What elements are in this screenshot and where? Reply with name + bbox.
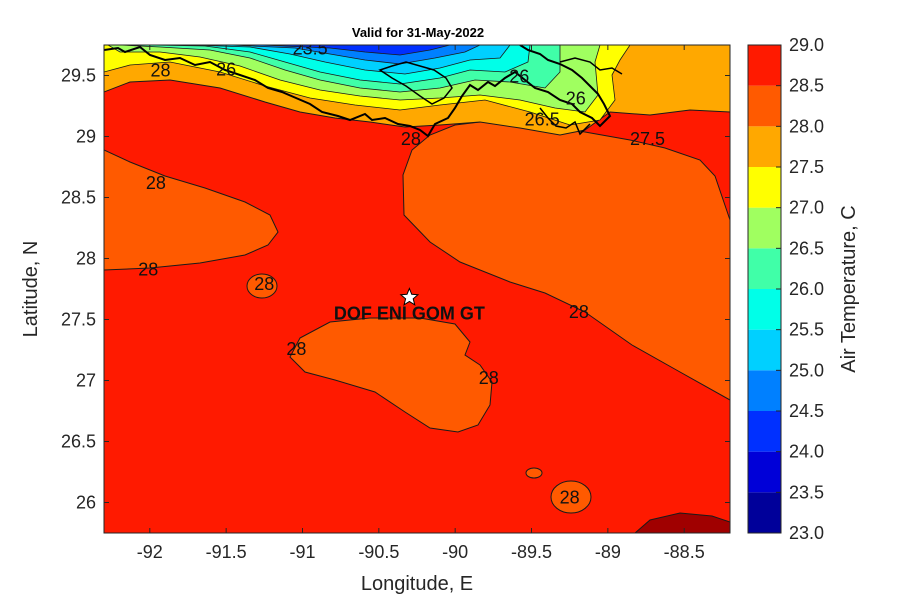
contour-label: 28: [146, 173, 166, 193]
contour-label: 28: [254, 274, 274, 294]
colorbar-tick-label: 23.0: [789, 523, 824, 543]
contour-label: 28: [569, 302, 589, 322]
y-tick-label: 28: [76, 249, 96, 269]
temperature-field: 28 28 28 28 28 28 28 28 28 27.5 26.5 26 26 23.5 26 DOF…: [104, 39, 730, 533]
coastline-bay: [378, 61, 453, 105]
contour-label: 23.5: [293, 39, 328, 59]
x-tick-label: -90.5: [358, 542, 399, 562]
y-axis: 26 26.5 27 27.5 28 28.5 29 29.5: [61, 66, 730, 513]
x-tick-label: -90: [442, 542, 468, 562]
colorbar-swatch: [748, 126, 781, 167]
colorbar-swatch: [748, 289, 781, 330]
colorbar-tick-label: 26.5: [789, 238, 824, 258]
x-axis: -92 -91.5 -91 -90.5 -90 -89.5 -89 -88.5: [137, 45, 705, 562]
y-tick-label: 28.5: [61, 188, 96, 208]
coastline-delta: [539, 107, 591, 136]
x-axis-label: Longitude, E: [361, 573, 473, 595]
field-27.5-28-northeast: [402, 119, 730, 401]
colorbar-swatch: [748, 85, 781, 127]
y-tick-label: 27: [76, 371, 96, 391]
colorbar: 23.0 23.5 24.0 24.5 25.0 25.5 26.0 26.5 27.0 27.5…: [747, 35, 824, 543]
y-tick-label: 26: [76, 493, 96, 513]
colorbar-swatch: [748, 411, 781, 452]
colorbar-tick-label: 28.0: [789, 116, 824, 136]
colorbar-swatch: [748, 451, 781, 493]
y-tick-label: 29: [76, 127, 96, 147]
contour-label: 28: [560, 488, 580, 508]
colorbar-tick-label: 27.0: [789, 198, 824, 218]
colorbar-tick-label: 27.5: [789, 157, 824, 177]
colorbar-swatch: [748, 207, 781, 249]
colorbar-tick-label: 23.5: [789, 482, 824, 502]
colorbar-tick-label: 28.5: [789, 76, 824, 96]
x-tick-label: -88.5: [664, 542, 705, 562]
colorbar-label: Air Temperature, C: [838, 205, 860, 372]
contour-label: 28: [150, 61, 170, 81]
x-tick-label: -89.5: [511, 542, 552, 562]
contour-label: 28: [138, 259, 158, 279]
contour-label: 28: [479, 368, 499, 388]
band-24: [259, 45, 451, 56]
contour-labels: 28 28 28 28 28 28 28 28 28 27.5 26.5 26 26 23.5 26: [138, 39, 665, 508]
x-tick-label: -91.5: [206, 542, 247, 562]
field-27.5-28-central: [289, 317, 493, 433]
x-tick-label: -89: [595, 542, 621, 562]
field-28.5-29-corner: [634, 512, 730, 533]
station-star-icon: [399, 287, 420, 306]
colorbar-swatch: [748, 167, 781, 208]
field-southeast-blob: [550, 480, 592, 514]
x-tick-label: -91: [289, 542, 315, 562]
contour-label: 26: [216, 59, 236, 79]
coastline-east: [559, 57, 623, 75]
plot-frame: [103, 44, 731, 534]
station-label: DOF ENI GOM GT: [334, 304, 485, 324]
y-tick-label: 26.5: [61, 432, 96, 452]
contour-label: 28: [401, 129, 421, 149]
map-title: Valid for 31-May-2022: [352, 25, 484, 40]
colorbar-tick-label: 24.0: [789, 442, 824, 462]
colorbar-swatch: [748, 370, 781, 411]
contour-label: 28: [286, 339, 306, 359]
x-tick-label: -92: [137, 542, 163, 562]
colorbar-tick-label: 26.0: [789, 279, 824, 299]
field-small-island: [246, 273, 278, 299]
colorbar-tick-label: 25.0: [789, 360, 824, 380]
field-27.5-28-west: [104, 149, 279, 271]
colorbar-tick-label: 25.5: [789, 320, 824, 340]
field-southeast-speck: [525, 467, 543, 479]
colorbar-swatch: [748, 492, 781, 533]
contour-label: 26: [566, 89, 586, 109]
colorbar-swatch: [748, 329, 781, 371]
contour-label: 27.5: [630, 129, 665, 149]
colorbar-swatch: [748, 248, 781, 289]
colorbar-swatch: [748, 45, 781, 86]
y-tick-label: 29.5: [61, 66, 96, 86]
y-tick-label: 27.5: [61, 310, 96, 330]
coastline: [104, 45, 612, 138]
colorbar-tick-label: 29.0: [789, 35, 824, 55]
y-axis-label: Latitude, N: [20, 241, 42, 338]
contour-label: 26.5: [525, 109, 560, 129]
station-layer: DOF ENI GOM GT: [334, 287, 485, 324]
colorbar-tick-label: 24.5: [789, 401, 824, 421]
contour-label: 26: [509, 67, 529, 87]
